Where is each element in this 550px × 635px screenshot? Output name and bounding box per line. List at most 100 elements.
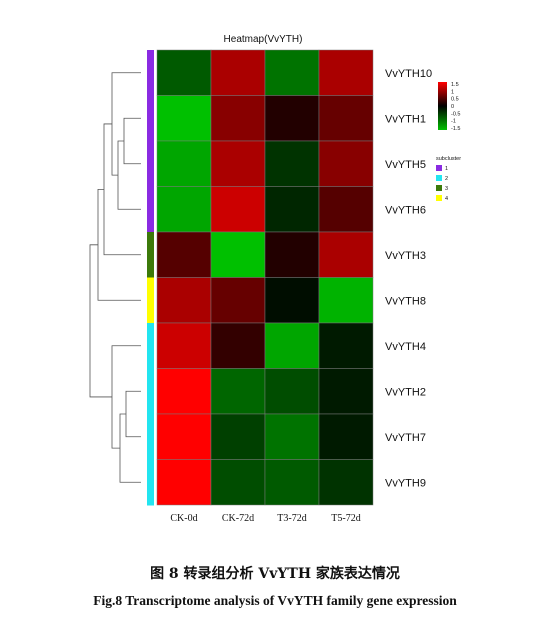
heatmap-cell bbox=[210, 322, 266, 369]
heatmap-cell bbox=[210, 368, 266, 415]
subcluster-legend-label: 1 bbox=[445, 166, 448, 172]
colorbar-tick-label: -1.5 bbox=[451, 126, 460, 132]
heatmap-cell bbox=[318, 95, 374, 142]
heatmap-cell bbox=[318, 140, 374, 187]
row-labels: VvYTH10 VvYTH1 VvYTH5 VvYTH6 VvYTH3 VvYTH8 VvY… bbox=[385, 68, 432, 490]
chart-title: Heatmap(VvYTH) bbox=[224, 34, 303, 45]
heatmap-cell bbox=[156, 49, 212, 96]
row-label: VvYTH5 bbox=[385, 159, 426, 171]
column-label: T3-72d bbox=[277, 513, 306, 524]
dendrogram-link bbox=[111, 345, 141, 449]
colorbar-tick-label: 0 bbox=[451, 104, 454, 110]
heatmap-cell bbox=[264, 140, 320, 187]
dendrogram-link bbox=[117, 140, 141, 210]
dendrogram-link bbox=[111, 72, 141, 176]
row-label: VvYTH10 bbox=[385, 68, 432, 80]
dendrogram-link bbox=[89, 244, 112, 398]
heatmap-cell bbox=[156, 413, 212, 460]
colorbar-tick-label: 0.5 bbox=[451, 97, 459, 103]
heatmap-cell bbox=[264, 368, 320, 415]
subcluster-bar bbox=[147, 50, 154, 506]
heatmap-cell bbox=[156, 277, 212, 324]
column-label: CK-72d bbox=[222, 513, 254, 524]
dendrogram-link bbox=[97, 188, 141, 301]
heatmap-cell bbox=[210, 413, 266, 460]
subcluster-segment bbox=[147, 459, 154, 506]
row-label: VvYTH7 bbox=[385, 432, 426, 444]
subcluster-legend-swatch bbox=[436, 195, 442, 201]
colorbar-tick-label: -1 bbox=[451, 119, 456, 125]
row-label: VvYTH8 bbox=[385, 295, 426, 307]
subcluster-legend-label: 2 bbox=[445, 176, 448, 182]
heatmap-cell bbox=[156, 322, 212, 369]
column-label: CK-0d bbox=[170, 513, 197, 524]
heatmap-cell bbox=[318, 186, 374, 233]
subcluster-legend-swatch bbox=[436, 175, 442, 181]
subcluster-segment bbox=[147, 277, 154, 324]
subcluster-segment bbox=[147, 186, 154, 233]
subcluster-segment bbox=[147, 323, 154, 369]
heatmap-cell bbox=[264, 322, 320, 369]
heatmap-cell bbox=[156, 459, 212, 506]
subcluster-segment bbox=[147, 50, 154, 96]
heatmap-cell bbox=[156, 368, 212, 415]
heatmap-cell bbox=[264, 459, 320, 506]
subcluster-segment bbox=[147, 232, 154, 278]
heatmap-cell bbox=[264, 413, 320, 460]
subcluster-legend: subcluster 1 2 3 4 bbox=[436, 156, 461, 202]
heatmap-cell bbox=[318, 277, 374, 324]
row-label: VvYTH4 bbox=[385, 341, 426, 353]
column-labels: CK-0d CK-72d T3-72d T5-72d bbox=[170, 513, 360, 524]
heatmap-cell bbox=[210, 49, 266, 96]
heatmap-cell bbox=[210, 277, 266, 324]
subcluster-segment bbox=[147, 414, 154, 460]
subcluster-segment bbox=[147, 368, 154, 415]
colorbar-tick-label: -0.5 bbox=[451, 111, 460, 117]
heatmap-cell bbox=[210, 231, 266, 278]
heatmap-cell bbox=[210, 459, 266, 506]
heatmap-cells bbox=[156, 49, 374, 506]
subcluster-segment bbox=[147, 141, 154, 187]
column-label: T5-72d bbox=[331, 513, 360, 524]
subcluster-legend-label: 3 bbox=[445, 186, 448, 192]
colorbar-tick-label: 1.5 bbox=[451, 82, 459, 88]
heatmap-cell bbox=[210, 186, 266, 233]
row-dendrogram bbox=[89, 72, 141, 483]
heatmap-cell bbox=[264, 231, 320, 278]
dendrogram-link bbox=[103, 123, 141, 256]
heatmap-cell bbox=[318, 413, 374, 460]
heatmap-cell bbox=[156, 231, 212, 278]
row-label: VvYTH9 bbox=[385, 477, 426, 489]
heatmap-cell bbox=[156, 95, 212, 142]
heatmap-cell bbox=[318, 231, 374, 278]
heatmap-cell bbox=[318, 49, 374, 96]
heatmap-cell bbox=[264, 49, 320, 96]
heatmap-cell bbox=[264, 277, 320, 324]
heatmap-cell bbox=[210, 95, 266, 142]
subcluster-legend-swatch bbox=[436, 165, 442, 171]
subcluster-segment bbox=[147, 95, 154, 142]
heatmap-cell bbox=[318, 322, 374, 369]
subcluster-legend-title: subcluster bbox=[436, 156, 461, 162]
colorbar-tick-label: 1 bbox=[451, 89, 454, 95]
colorbar-gradient bbox=[438, 82, 447, 130]
heatmap-cell bbox=[156, 140, 212, 187]
row-label: VvYTH2 bbox=[385, 386, 426, 398]
heatmap-cell bbox=[264, 186, 320, 233]
row-label: VvYTH3 bbox=[385, 250, 426, 262]
heatmap-cell bbox=[210, 140, 266, 187]
heatmap-cell bbox=[156, 186, 212, 233]
dendrogram-link bbox=[125, 390, 141, 438]
dendrogram-link bbox=[123, 117, 141, 165]
row-label: VvYTH1 bbox=[385, 113, 426, 125]
heatmap-cell bbox=[264, 95, 320, 142]
dendrogram-link bbox=[119, 413, 141, 483]
caption-chinese: 图 8 转录组分析 VvYTH 家族表达情况 bbox=[150, 566, 400, 582]
row-label: VvYTH6 bbox=[385, 204, 426, 216]
subcluster-legend-label: 4 bbox=[445, 196, 448, 202]
heatmap-cell bbox=[318, 459, 374, 506]
heatmap-cell bbox=[318, 368, 374, 415]
caption-english: Fig.8 Transcriptome analysis of VvYTH fa… bbox=[93, 593, 457, 608]
color-legend: 1.51 0.50-0.5 -1-1.5 bbox=[438, 82, 460, 132]
